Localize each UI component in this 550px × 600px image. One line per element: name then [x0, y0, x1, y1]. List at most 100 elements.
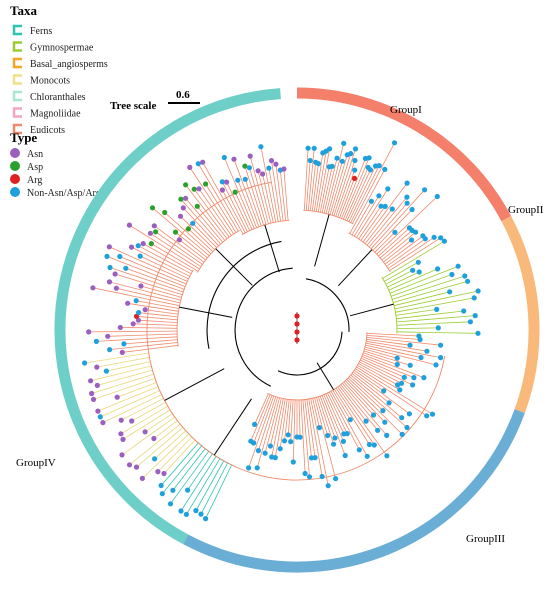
tip-marker [176, 237, 182, 243]
tip-marker [370, 412, 377, 418]
taxa-legend-list: Ferns Gymnospermae Basal_angiosperms Monoco… [12, 24, 108, 136]
tree-branch [318, 437, 329, 486]
tree-branch [181, 433, 190, 442]
tip-marker [422, 187, 428, 193]
tree-branch [275, 398, 282, 422]
tree-branch [160, 463, 181, 486]
tree-branch [198, 234, 215, 250]
tip-marker [382, 166, 388, 172]
tree-branch [131, 246, 155, 259]
tree-branch [429, 315, 476, 320]
tree-branch [245, 216, 253, 230]
tree-branch [146, 333, 178, 336]
tree-branch [186, 485, 205, 515]
tree-branch [352, 391, 374, 416]
tree-branch [106, 364, 134, 372]
tip-marker [113, 285, 119, 291]
tip-marker [100, 420, 106, 426]
tip-marker [246, 465, 252, 471]
tree-branch [218, 198, 239, 232]
tree-branch [409, 240, 445, 263]
tree-branch [333, 180, 346, 216]
tree-branch [200, 484, 217, 515]
taxa-legend-item: Ferns [12, 24, 52, 37]
tree-branch [330, 391, 342, 410]
tip-marker [196, 186, 202, 192]
tree-branch [395, 311, 419, 316]
tree-branch [416, 237, 441, 254]
tip-marker [117, 324, 123, 331]
tree-branch [195, 469, 219, 511]
tree-branch [131, 408, 154, 422]
tip-marker [382, 419, 388, 425]
tree-branch [333, 419, 344, 442]
tree-branch [345, 380, 360, 396]
taxa-legend-label: Magnoliidae [30, 109, 81, 120]
tree-branch [355, 417, 375, 446]
tip-marker [471, 295, 477, 301]
tree-branch [368, 235, 380, 248]
tree-branch [252, 200, 262, 227]
tree-branch [364, 377, 384, 392]
tree-branch [360, 359, 373, 367]
tip-marker [254, 465, 260, 471]
tree-tip-markers [82, 140, 481, 522]
tree-branch [362, 407, 388, 436]
tree-branch [424, 265, 459, 280]
tip-marker [258, 144, 264, 150]
tree-branch [372, 365, 413, 386]
tip-marker [183, 182, 189, 188]
tree-branch [393, 299, 416, 307]
tree-branch [106, 256, 155, 276]
group-label: GroupIV [16, 457, 56, 469]
tree-branch [203, 458, 221, 486]
tip-marker [366, 441, 372, 448]
tip-marker [82, 360, 88, 366]
tip-marker [133, 464, 140, 470]
tip-marker [429, 411, 436, 417]
tree-branch [237, 180, 246, 200]
tree-branch [418, 309, 437, 313]
tree-branch [415, 291, 450, 301]
tree-branch [180, 253, 202, 268]
tree-branch [353, 221, 364, 237]
tip-marker [106, 279, 113, 285]
tree-branch [342, 417, 360, 450]
backbone-arc [277, 331, 343, 376]
tip-marker [391, 140, 398, 146]
tip-marker [219, 179, 225, 185]
tree-branch [307, 160, 311, 194]
tree-backbone [164, 214, 394, 456]
tree-branch [109, 267, 152, 282]
tree-branch [197, 163, 220, 199]
tree-branch [256, 419, 272, 468]
tree-branch [116, 287, 156, 298]
tip-marker [185, 226, 191, 232]
tree-branch [396, 318, 430, 323]
tip-marker [118, 431, 124, 437]
tree-branch [325, 166, 333, 198]
clade-stem [179, 306, 233, 318]
tree-branch [402, 349, 441, 358]
tip-marker [191, 186, 197, 192]
tip-marker [399, 431, 405, 437]
tree-branch [216, 230, 226, 241]
tip-marker [121, 341, 127, 347]
tree-branch [144, 419, 164, 433]
tree-branch [127, 302, 166, 310]
tree-branch [97, 397, 131, 412]
tree-branch [234, 191, 247, 217]
tree-branch [334, 161, 343, 189]
tip-marker [475, 330, 481, 336]
tip-marker [363, 418, 369, 424]
tree-branch [359, 361, 370, 368]
type-dot-icon [10, 161, 20, 171]
tip-marker [97, 414, 103, 420]
tree-branch [164, 212, 187, 233]
tree-branch [153, 405, 169, 416]
tree-branch [262, 202, 269, 224]
tip-marker [404, 424, 410, 431]
tree-branch [168, 253, 199, 272]
tip-marker [404, 194, 410, 200]
group-ring-segment [183, 409, 525, 573]
